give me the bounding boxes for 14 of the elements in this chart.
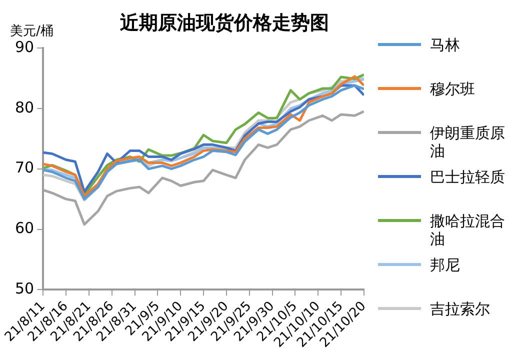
legend-label: 撒哈拉混合油 [430, 212, 506, 248]
legend-label: 马林 [430, 36, 460, 54]
legend-label: 邦尼 [430, 256, 460, 274]
y-tick-label: 60 [14, 219, 34, 238]
legend-label: 伊朗重质原油 [430, 124, 506, 160]
legend-label: 吉拉索尔 [430, 300, 490, 318]
y-tick-label: 90 [14, 38, 34, 56]
legend-label: 穆尔班 [430, 80, 475, 98]
chart-title: 近期原油现货价格走势图 [120, 11, 329, 36]
legend-label: 巴士拉轻质 [430, 168, 505, 186]
y-axis-title: 美元/桶 [10, 23, 54, 40]
y-tick-label: 70 [14, 158, 34, 177]
y-tick-label: 80 [14, 98, 34, 116]
y-tick-label: 50 [14, 280, 34, 298]
